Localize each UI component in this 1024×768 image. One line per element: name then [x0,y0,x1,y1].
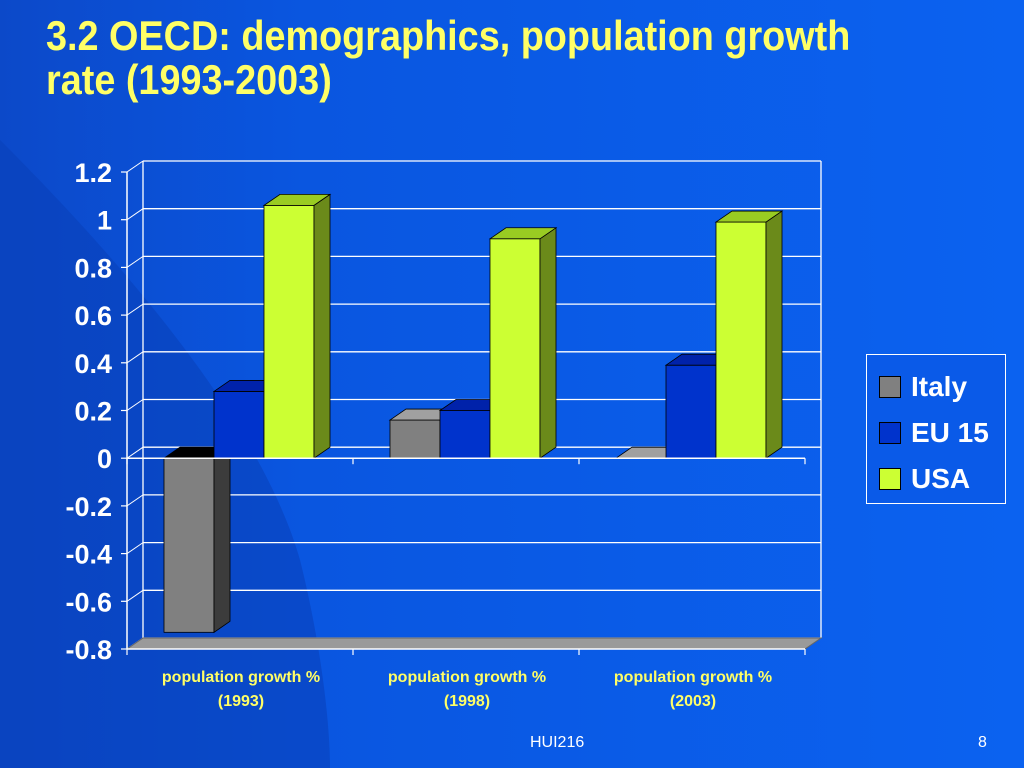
bar-side-italy-0 [213,446,231,634]
bar-front-italy-0 [163,457,215,633]
bar-usa-1 [488,227,558,459]
bar-side-usa-1 [539,227,557,459]
legend-item-usa: USA [879,463,971,494]
gridline-side [126,542,144,555]
page-title: 3.2 OECD: demographics, population growt… [46,12,851,103]
legend-label-italy: Italy [911,371,968,402]
legend-swatch-eu15 [879,422,901,444]
chart-labels: 1.2 1 0.8 0.6 0.4 0.2 0 -0.2 -0.4 -0.6 -0.8 populat… [65,158,772,710]
bar-eu15-1 [438,398,508,459]
y-tick-label: -0.4 [65,540,112,570]
legend-swatch-usa [879,468,901,490]
bar-top-usa-0 [262,193,332,206]
y-tick-label: 0 [97,444,112,474]
chart-floor [125,637,823,650]
gridline-side [126,446,144,459]
bar-front-italy-1 [389,419,441,459]
y-tick-label: 1 [97,206,112,236]
y-tick-label: -0.8 [65,635,112,665]
bar-top-usa-1 [488,227,558,240]
y-tick-label: 0.2 [74,397,112,427]
legend-label-usa: USA [911,463,971,494]
bar-italy-0 [162,446,232,634]
gridline-side [126,399,144,411]
gridline-side [126,494,144,507]
y-tick-label: 0.4 [74,349,112,379]
bar-front-eu15-1 [439,410,491,459]
bar-front-usa-0 [263,204,315,459]
bar-front-usa-2 [715,221,767,459]
gridline-side [126,255,144,268]
bar-top-usa-2 [714,210,784,223]
bar-usa-2 [714,210,784,459]
bar-front-eu15-2 [665,364,717,459]
y-tick-label: 1.2 [74,158,112,188]
gridline-side [126,589,144,602]
y-tick-label: -0.6 [65,587,112,617]
category-label-0: population growth % (1993) [162,669,320,710]
legend-label-eu15: EU 15 [911,417,989,448]
bar-side-usa-2 [765,210,783,459]
category-label-2: population growth % (2003) [614,669,772,710]
y-tick-label: 0.6 [74,301,112,331]
gridline-side [126,303,144,316]
bar-usa-0 [262,193,332,459]
chart-legend: Italy EU 15 USA [866,354,1006,504]
legend-item-eu15: EU 15 [879,417,989,448]
bar-front-usa-1 [489,238,541,459]
footer-text: HUI216 [530,734,585,751]
page-number: 8 [978,734,987,751]
y-tick-label: 0.8 [74,253,112,283]
category-label-1: population growth % (1998) [388,669,546,710]
legend-item-italy: Italy [879,371,968,402]
gridline-side [126,208,144,221]
chart-axes [121,171,806,655]
y-tick-label: -0.2 [65,492,112,522]
legend-swatch-italy [879,376,901,398]
gridline-side [126,351,144,364]
gridline-side [126,160,144,173]
bar-front-eu15-0 [213,391,265,459]
bar-side-usa-0 [313,193,331,459]
chart-bars [162,193,784,634]
